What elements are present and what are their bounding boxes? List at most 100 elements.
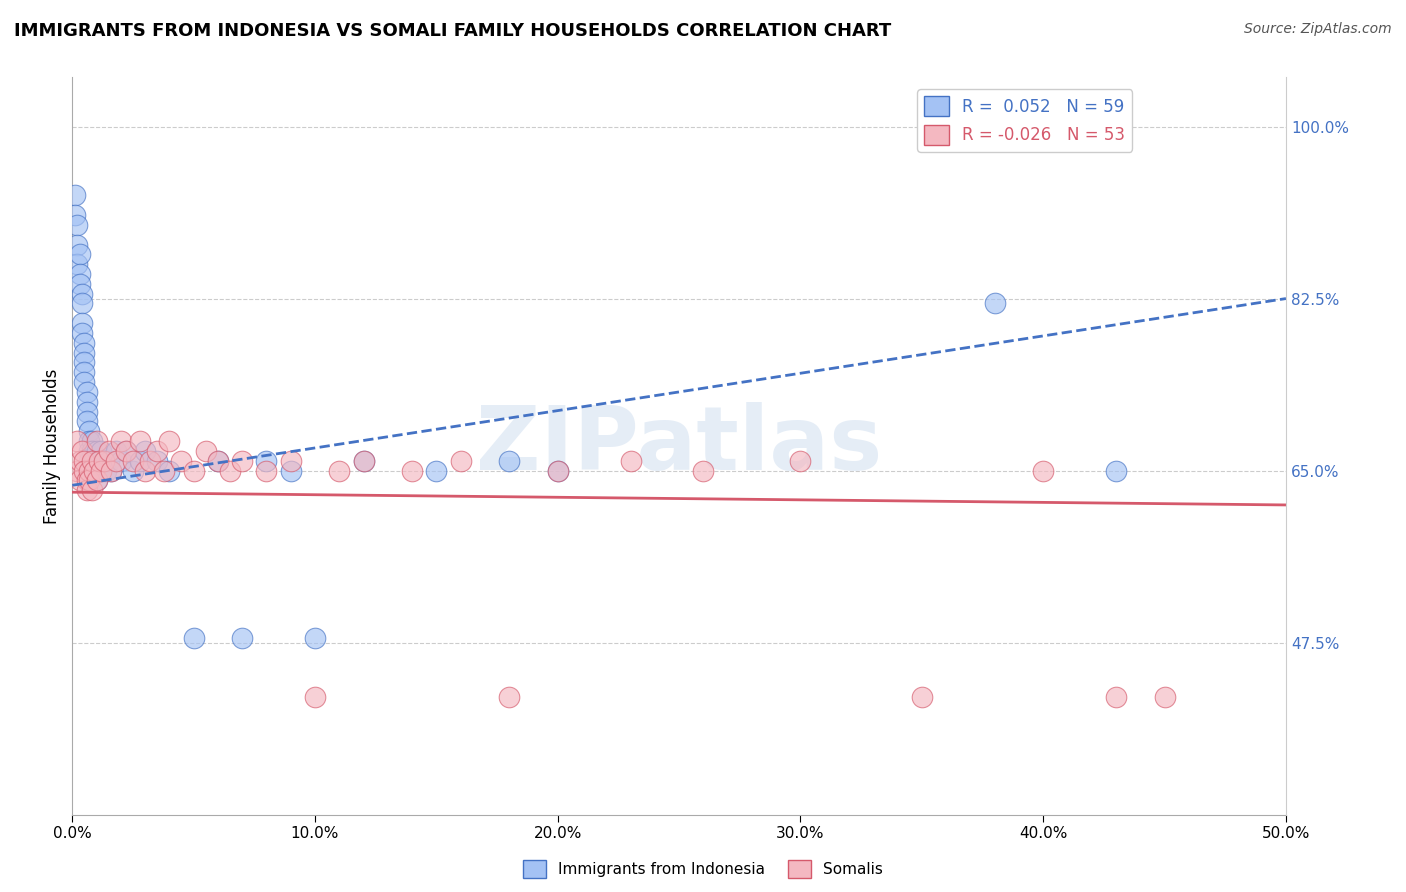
Text: ZIPatlas: ZIPatlas	[477, 402, 882, 490]
Point	[547, 464, 569, 478]
Point	[450, 454, 472, 468]
Point	[129, 454, 152, 468]
Point	[77, 434, 100, 448]
Legend: Immigrants from Indonesia, Somalis: Immigrants from Indonesia, Somalis	[517, 854, 889, 884]
Point	[80, 483, 103, 498]
Point	[328, 464, 350, 478]
Point	[97, 454, 120, 468]
Point	[70, 326, 93, 340]
Point	[80, 454, 103, 468]
Point	[66, 464, 89, 478]
Point	[69, 277, 91, 291]
Point	[789, 454, 811, 468]
Point	[73, 464, 96, 478]
Point	[73, 355, 96, 369]
Point	[100, 464, 122, 478]
Point	[183, 464, 205, 478]
Point	[353, 454, 375, 468]
Point	[114, 443, 136, 458]
Point	[86, 474, 108, 488]
Text: Source: ZipAtlas.com: Source: ZipAtlas.com	[1244, 22, 1392, 37]
Y-axis label: Family Households: Family Households	[44, 368, 60, 524]
Point	[77, 474, 100, 488]
Point	[73, 335, 96, 350]
Point	[104, 443, 127, 458]
Point	[80, 443, 103, 458]
Point	[114, 443, 136, 458]
Point	[77, 454, 100, 468]
Point	[122, 454, 145, 468]
Point	[231, 631, 253, 645]
Point	[425, 464, 447, 478]
Point	[86, 474, 108, 488]
Point	[66, 218, 89, 232]
Point	[83, 464, 105, 478]
Point	[104, 454, 127, 468]
Point	[66, 257, 89, 271]
Point	[157, 434, 180, 448]
Point	[77, 443, 100, 458]
Point	[93, 454, 115, 468]
Point	[401, 464, 423, 478]
Point	[134, 464, 156, 478]
Point	[96, 464, 118, 478]
Point	[280, 464, 302, 478]
Point	[69, 454, 91, 468]
Point	[80, 434, 103, 448]
Point	[73, 365, 96, 379]
Point	[70, 296, 93, 310]
Point	[1105, 690, 1128, 704]
Point	[1032, 464, 1054, 478]
Point	[69, 474, 91, 488]
Point	[100, 464, 122, 478]
Point	[70, 316, 93, 330]
Point	[207, 454, 229, 468]
Point	[122, 464, 145, 478]
Legend: R =  0.052   N = 59, R = -0.026   N = 53: R = 0.052 N = 59, R = -0.026 N = 53	[917, 89, 1132, 152]
Point	[90, 443, 112, 458]
Point	[619, 454, 641, 468]
Point	[86, 443, 108, 458]
Point	[73, 345, 96, 359]
Point	[304, 690, 326, 704]
Point	[280, 454, 302, 468]
Point	[77, 464, 100, 478]
Point	[1105, 464, 1128, 478]
Point	[304, 631, 326, 645]
Point	[547, 464, 569, 478]
Point	[110, 434, 132, 448]
Point	[87, 454, 110, 468]
Point	[86, 434, 108, 448]
Point	[73, 454, 96, 468]
Point	[1153, 690, 1175, 704]
Point	[353, 454, 375, 468]
Point	[80, 464, 103, 478]
Point	[70, 443, 93, 458]
Point	[183, 631, 205, 645]
Point	[254, 454, 277, 468]
Point	[77, 424, 100, 438]
Point	[97, 443, 120, 458]
Point	[69, 267, 91, 281]
Point	[170, 454, 193, 468]
Point	[87, 454, 110, 468]
Point	[63, 208, 86, 222]
Point	[93, 454, 115, 468]
Point	[157, 464, 180, 478]
Point	[231, 454, 253, 468]
Point	[146, 454, 169, 468]
Point	[83, 464, 105, 478]
Point	[911, 690, 934, 704]
Point	[69, 247, 91, 261]
Point	[146, 443, 169, 458]
Point	[498, 454, 520, 468]
Point	[76, 474, 98, 488]
Point	[110, 454, 132, 468]
Point	[76, 404, 98, 418]
Point	[983, 296, 1005, 310]
Point	[207, 454, 229, 468]
Point	[76, 483, 98, 498]
Point	[66, 237, 89, 252]
Point	[129, 434, 152, 448]
Point	[66, 434, 89, 448]
